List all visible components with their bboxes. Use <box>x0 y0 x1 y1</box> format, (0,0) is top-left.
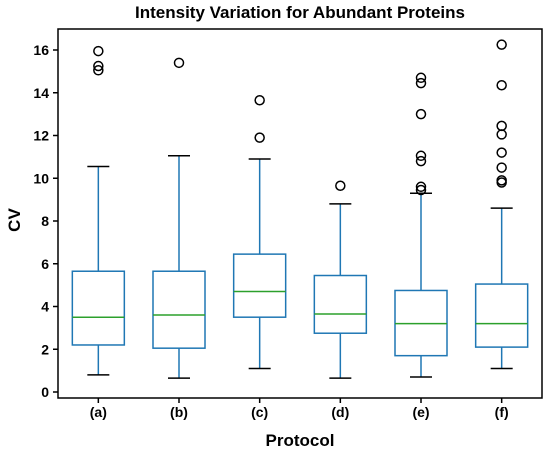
x-tick-label: (f) <box>495 404 509 420</box>
x-tick-label: (e) <box>412 404 429 420</box>
x-tick-label: (c) <box>251 404 268 420</box>
iqr-box <box>474 283 529 348</box>
x-axis: (a) (b) (c) (d) (e) (f) <box>90 398 509 420</box>
iqr-box <box>313 274 368 334</box>
y-tick-label: 4 <box>41 299 49 315</box>
chart-title: Intensity Variation for Abundant Protein… <box>135 3 465 22</box>
x-tick-label: (d) <box>331 404 349 420</box>
y-tick-label: 10 <box>33 170 49 186</box>
outlier-point <box>415 72 427 84</box>
outlier-point <box>335 180 346 191</box>
x-tick-label: (a) <box>90 404 107 420</box>
outlier-point <box>254 94 265 106</box>
outlier-point <box>415 108 427 120</box>
box-5 <box>394 72 448 378</box>
y-tick-label: 6 <box>41 256 49 272</box>
outlier-point <box>93 60 104 72</box>
y-tick-label: 8 <box>41 213 49 229</box>
outlier-point <box>93 45 104 57</box>
box-1 <box>71 45 126 376</box>
outlier-point <box>415 77 427 89</box>
y-tick-label: 0 <box>41 384 49 400</box>
outlier-point <box>496 177 507 188</box>
y-tick-label: 14 <box>33 85 49 101</box>
y-tick-label: 12 <box>33 128 49 144</box>
outlier-point <box>415 155 427 167</box>
iqr-box <box>152 270 206 349</box>
outlier-point <box>496 162 507 173</box>
box-6 <box>474 39 529 370</box>
outlier-point <box>496 80 507 91</box>
outlier-point <box>496 147 507 158</box>
iqr-box <box>71 270 126 346</box>
outlier-point <box>415 181 427 193</box>
y-axis: 0 2 4 6 8 10 12 14 16 <box>33 42 58 400</box>
outlier-point <box>415 150 427 162</box>
iqr-box <box>232 253 287 318</box>
outlier-point <box>93 65 104 76</box>
outlier-point <box>496 120 507 132</box>
outlier-point <box>496 39 507 50</box>
x-tick-label: (b) <box>170 404 188 420</box>
outlier-point <box>254 132 265 143</box>
outlier-point <box>496 129 507 140</box>
box-2 <box>152 57 206 379</box>
plot-area <box>57 28 543 399</box>
y-tick-label: 2 <box>41 341 49 357</box>
y-tick-label: 16 <box>33 42 49 58</box>
outlier-point <box>173 57 185 69</box>
x-axis-label: Protocol <box>266 431 335 450</box>
plot-frame <box>57 28 543 399</box>
y-axis-label: CV <box>5 208 24 232</box>
outlier-point <box>415 184 427 196</box>
box-3 <box>232 94 287 370</box>
box-4 <box>313 180 368 379</box>
boxes <box>71 39 529 379</box>
